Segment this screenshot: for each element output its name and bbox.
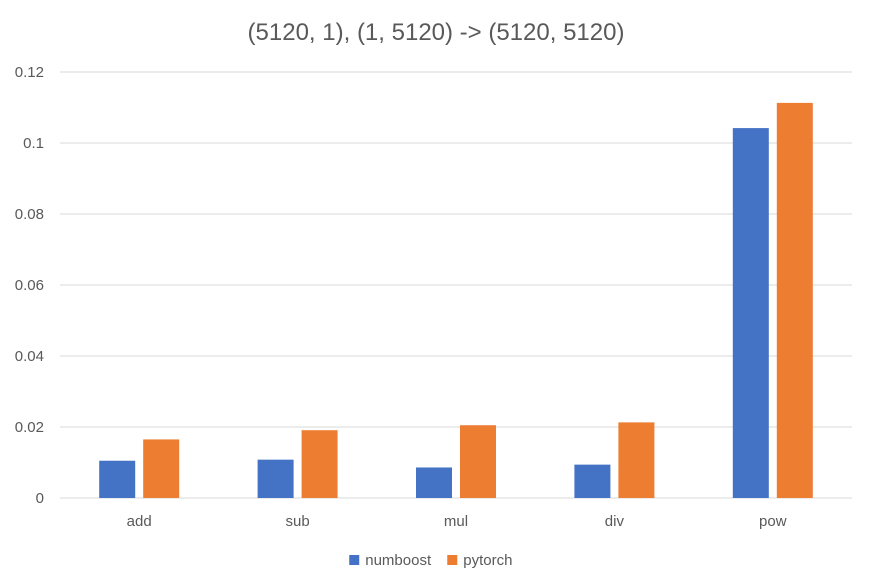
x-tick-label: div bbox=[605, 513, 625, 530]
bar-pytorch-pow bbox=[776, 102, 813, 498]
y-tick-label: 0.12 bbox=[15, 64, 44, 81]
bar-numboost-pow bbox=[732, 128, 769, 498]
y-axis-tick-labels: 0 0.02 0.04 0.06 0.08 0.1 0.12 bbox=[15, 64, 44, 507]
bar-pytorch-div bbox=[618, 422, 655, 498]
legend: numboost pytorch bbox=[349, 552, 512, 569]
bar-numboost-mul bbox=[416, 467, 452, 498]
y-tick-label: 0 bbox=[36, 490, 44, 507]
y-tick-label: 0.04 bbox=[15, 348, 44, 365]
gridlines bbox=[60, 71, 852, 499]
y-tick-label: 0.08 bbox=[15, 206, 44, 223]
legend-swatch-numboost bbox=[349, 555, 360, 565]
chart-title: (5120, 1), (1, 5120) -> (5120, 5120) bbox=[248, 19, 625, 46]
bar-numboost-div bbox=[574, 464, 611, 498]
bar-numboost-add bbox=[99, 460, 136, 498]
x-tick-label: pow bbox=[759, 513, 787, 530]
y-tick-label: 0.06 bbox=[15, 277, 44, 294]
bar-pytorch-add bbox=[143, 439, 180, 498]
x-tick-label: sub bbox=[286, 513, 310, 530]
legend-swatch-pytorch bbox=[447, 555, 458, 565]
x-tick-label: mul bbox=[444, 513, 468, 530]
bar-numboost-sub bbox=[257, 459, 294, 498]
legend-label-pytorch: pytorch bbox=[463, 552, 512, 569]
bar-pytorch-sub bbox=[301, 430, 338, 498]
y-tick-label: 0.1 bbox=[23, 135, 44, 152]
legend-label-numboost: numboost bbox=[365, 552, 432, 569]
bars bbox=[99, 102, 813, 498]
x-axis-tick-labels: add sub mul div pow bbox=[127, 513, 787, 530]
bar-pytorch-mul bbox=[460, 425, 496, 498]
y-tick-label: 0.02 bbox=[15, 419, 44, 436]
x-tick-label: add bbox=[127, 513, 152, 530]
